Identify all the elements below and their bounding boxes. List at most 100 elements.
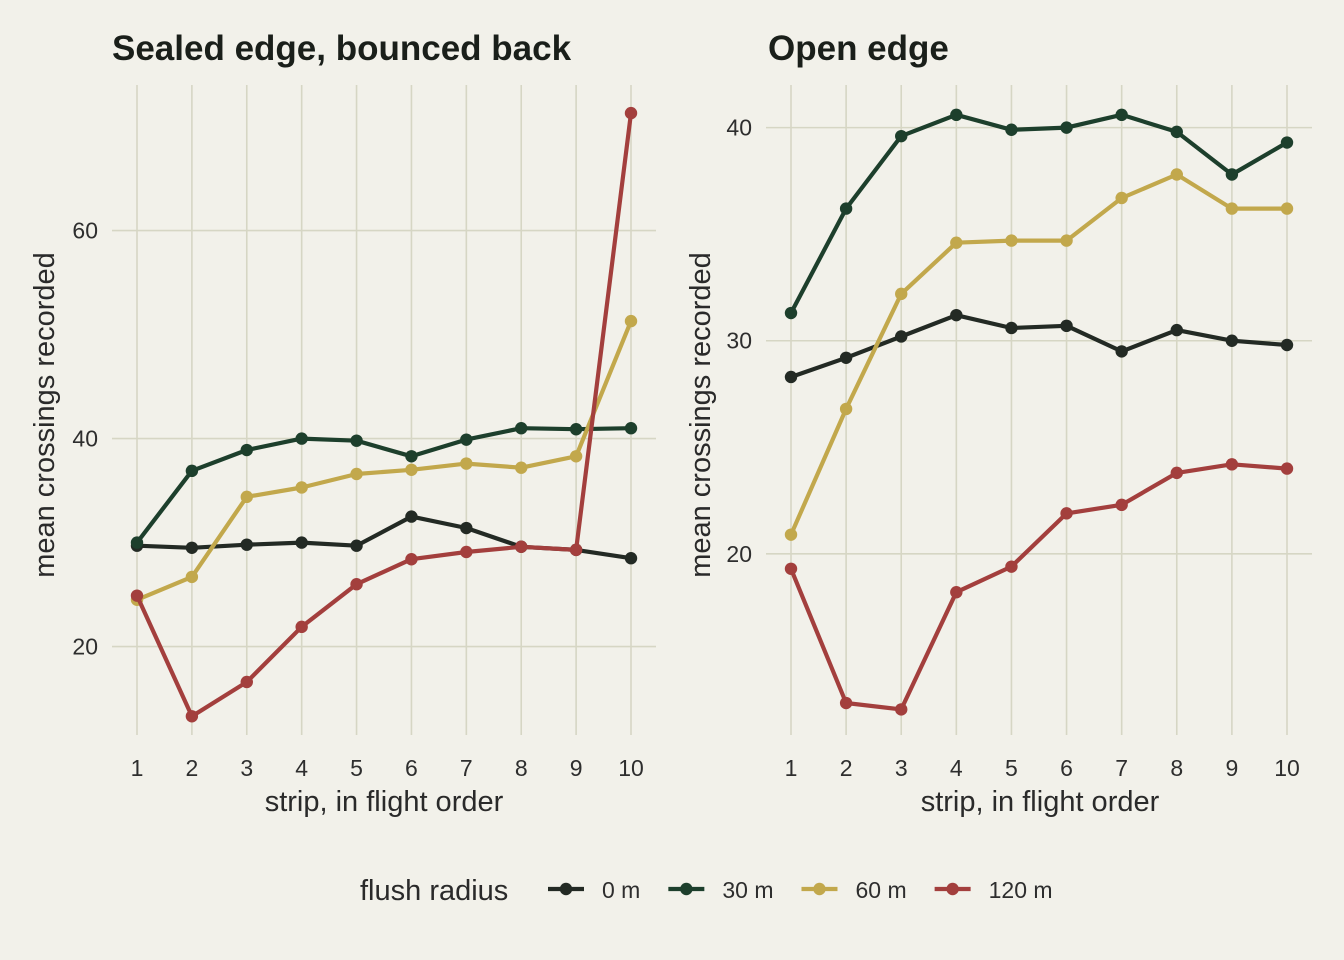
- data-point: [350, 434, 363, 447]
- x-axis-title: strip, in flight order: [921, 786, 1160, 818]
- series-0m: [784, 308, 1294, 384]
- data-point: [350, 539, 363, 552]
- series-30m: [784, 108, 1294, 320]
- data-point: [569, 450, 583, 463]
- legend-label: 120 m: [989, 877, 1053, 903]
- x-tick-label: 4: [950, 755, 963, 781]
- data-point: [624, 422, 638, 435]
- data-point: [624, 314, 638, 328]
- x-tick-label: 9: [570, 755, 583, 781]
- data-point: [1225, 458, 1239, 471]
- data-point: [950, 308, 963, 322]
- y-tick-label: 40: [726, 115, 752, 141]
- data-point: [295, 536, 308, 549]
- y-axis-title: mean crossings recorded: [29, 252, 61, 578]
- x-tick-label: 3: [240, 755, 253, 781]
- legend-key-point: [813, 882, 826, 896]
- data-point: [1170, 466, 1183, 480]
- data-point: [240, 490, 253, 504]
- data-point: [784, 306, 798, 320]
- legend-item: 120 m: [934, 877, 1053, 903]
- data-point: [1170, 168, 1183, 181]
- x-tick-label: 1: [785, 755, 798, 781]
- data-point: [1115, 191, 1128, 205]
- data-point: [405, 510, 418, 523]
- legend: flush radius 0 m 30 m 60 m 120 m: [360, 875, 1053, 907]
- series-line: [134, 426, 634, 545]
- data-point: [405, 450, 418, 463]
- data-point: [1115, 108, 1128, 122]
- data-point: [950, 236, 963, 249]
- data-point: [1060, 234, 1073, 247]
- data-point: [240, 538, 253, 551]
- legend-key-point: [559, 882, 573, 896]
- data-point: [130, 536, 144, 549]
- panel-title: Sealed edge, bounced back: [112, 29, 572, 68]
- x-tick-label: 6: [1060, 755, 1073, 781]
- x-tick-label: 5: [1005, 755, 1018, 781]
- data-point: [895, 330, 908, 343]
- legend-title: flush radius: [360, 875, 508, 907]
- legend-label: 60 m: [855, 877, 906, 903]
- data-point: [569, 423, 583, 436]
- data-point: [240, 443, 253, 457]
- x-tick-label: 1: [131, 755, 144, 781]
- data-point: [950, 586, 963, 599]
- x-tick-label: 2: [840, 755, 853, 781]
- data-point: [1170, 125, 1183, 139]
- data-point: [839, 351, 853, 364]
- series-line: [788, 172, 1290, 537]
- data-point: [1115, 345, 1128, 358]
- data-point: [784, 528, 798, 541]
- data-point: [405, 463, 418, 476]
- data-point: [1225, 202, 1239, 215]
- data-point: [569, 543, 583, 557]
- data-point: [839, 402, 853, 416]
- data-point: [1005, 321, 1018, 335]
- data-point: [624, 552, 638, 565]
- series-line: [134, 110, 634, 719]
- legend-item: 60 m: [801, 877, 907, 903]
- data-point: [1280, 338, 1294, 352]
- x-tick-label: 2: [185, 755, 198, 781]
- data-point: [515, 422, 528, 435]
- data-point: [295, 481, 308, 494]
- data-point: [839, 696, 853, 710]
- legend-item: 0 m: [548, 877, 640, 903]
- data-point: [1280, 136, 1294, 149]
- series-line: [134, 319, 634, 602]
- x-tick-label: 7: [1115, 755, 1128, 781]
- panel-sealed-edge: Sealed edge, bounced back 1 2 3 4 5 6 7 8 9 10 20 4…: [29, 29, 656, 818]
- y-tick-label: 40: [72, 426, 98, 452]
- data-point: [1060, 507, 1073, 520]
- x-tick-label: 4: [295, 755, 308, 781]
- x-tick-label: 7: [460, 755, 473, 781]
- data-point: [950, 108, 963, 122]
- data-point: [1170, 323, 1183, 337]
- data-point: [185, 710, 199, 723]
- series-line: [788, 462, 1290, 712]
- x-tick-label: 10: [618, 755, 644, 781]
- data-point: [350, 578, 363, 591]
- y-tick-label: 20: [726, 541, 752, 567]
- data-point: [295, 432, 308, 445]
- legend-label: 0 m: [602, 877, 640, 903]
- data-point: [895, 287, 908, 301]
- series-120m: [784, 458, 1294, 716]
- data-point: [130, 589, 144, 602]
- legend-label: 30 m: [722, 877, 773, 903]
- series-30m: [130, 422, 638, 549]
- data-point: [784, 370, 798, 384]
- x-axis-title: strip, in flight order: [265, 786, 504, 818]
- data-point: [839, 202, 853, 215]
- x-tick-label: 9: [1225, 755, 1238, 781]
- data-point: [1280, 462, 1294, 475]
- data-point: [295, 620, 308, 634]
- panel-title: Open edge: [768, 29, 949, 68]
- x-tick-label: 3: [895, 755, 908, 781]
- y-axis-title: mean crossings recorded: [685, 252, 717, 578]
- x-tick-label: 8: [515, 755, 528, 781]
- data-point: [240, 675, 253, 689]
- data-point: [460, 521, 473, 535]
